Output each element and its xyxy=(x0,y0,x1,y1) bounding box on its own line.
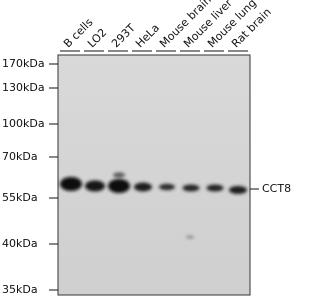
bands xyxy=(60,172,247,239)
marker-label: 170kDa xyxy=(2,57,45,70)
blot-membrane xyxy=(57,54,251,296)
marker-label: 100kDa xyxy=(2,117,45,130)
band-label: CCT8 xyxy=(262,182,291,195)
band xyxy=(186,235,194,239)
marker-label: 35kDa xyxy=(2,283,38,296)
marker-label: 55kDa xyxy=(2,191,38,204)
band xyxy=(108,179,130,193)
band xyxy=(159,183,175,191)
band xyxy=(113,172,125,178)
marker-label: 130kDa xyxy=(2,81,45,94)
marker-label: 40kDa xyxy=(2,237,38,250)
band xyxy=(85,180,105,192)
band xyxy=(60,177,82,191)
band xyxy=(229,186,247,194)
band xyxy=(134,182,152,192)
band xyxy=(182,184,200,192)
lane-label: 293T xyxy=(109,21,138,50)
band xyxy=(206,184,224,192)
marker-label: 70kDa xyxy=(2,150,38,163)
lane-label: HeLa xyxy=(133,21,162,50)
